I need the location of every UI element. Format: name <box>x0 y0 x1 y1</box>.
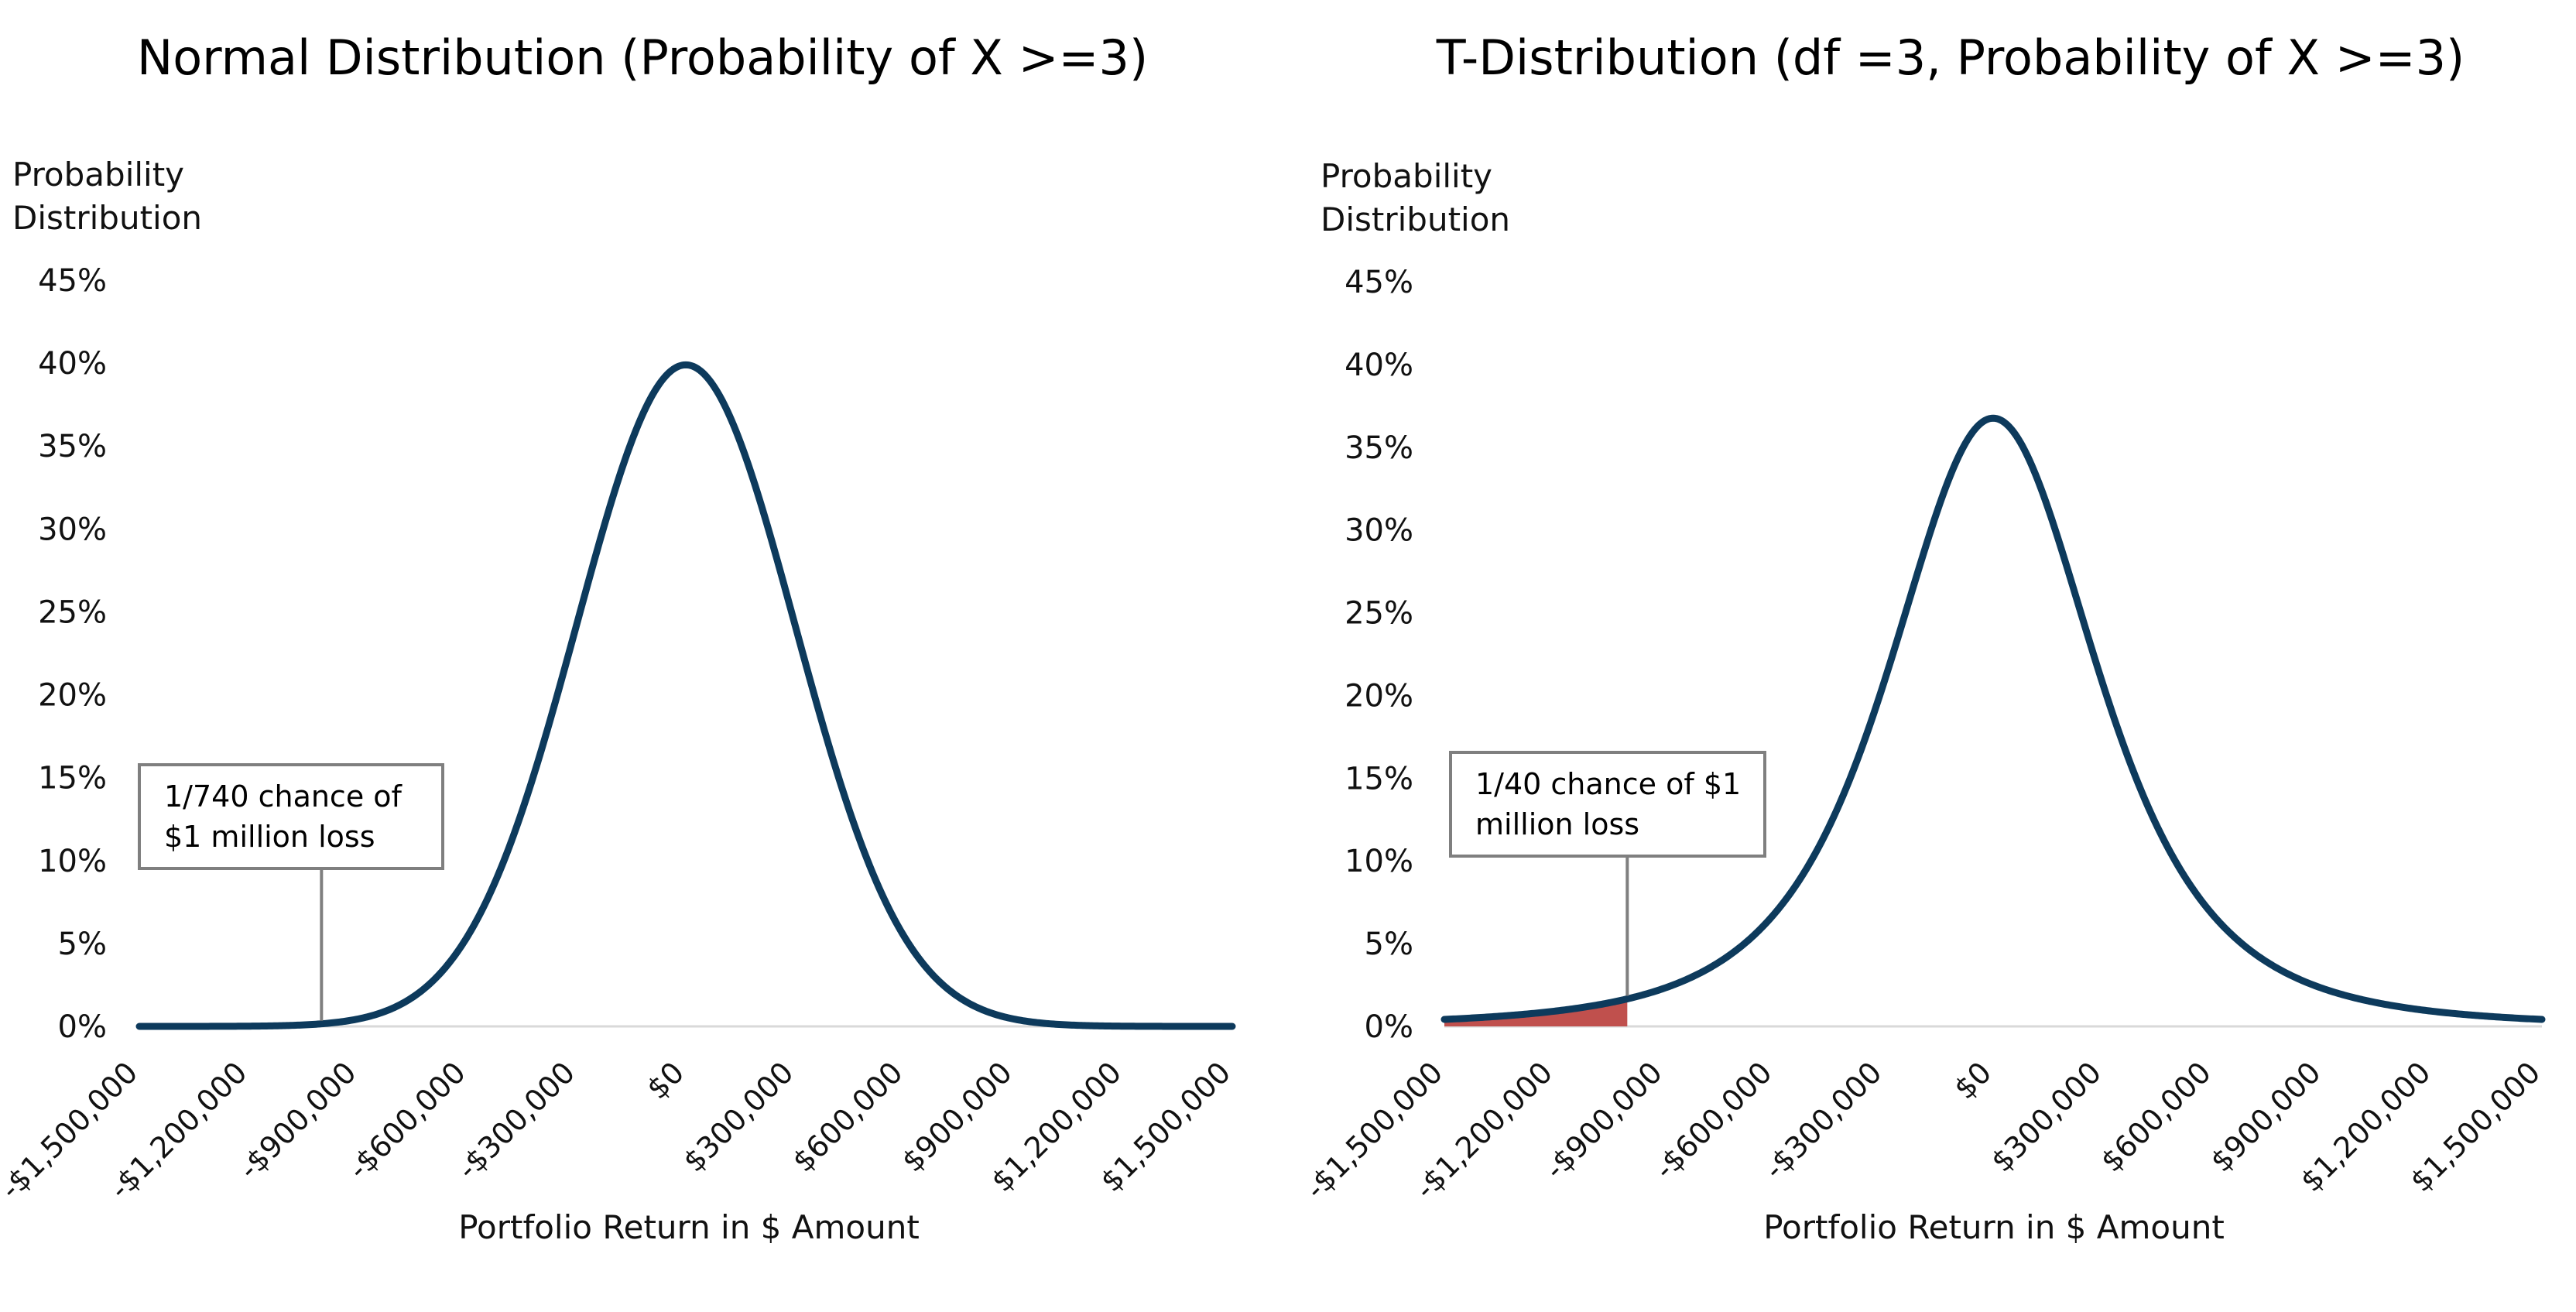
y-tick-label: 0% <box>1365 1009 1413 1045</box>
y-axis-label-line-2: Distribution <box>1321 200 1510 238</box>
y-tick-label: 15% <box>1345 761 1413 796</box>
x-tick-labels: -$1,500,000-$1,200,000-$900,000-$600,000… <box>0 1055 1237 1206</box>
y-tick-label: 0% <box>58 1009 107 1045</box>
y-tick-label: 20% <box>1345 678 1413 714</box>
chart-title: T-Distribution (df =3, Probability of X … <box>1436 29 2465 86</box>
y-tick-label: 30% <box>1345 513 1413 549</box>
x-tick-labels: -$1,500,000-$1,200,000-$900,000-$600,000… <box>1299 1055 2547 1206</box>
x-tick-label: $0 <box>1947 1055 1998 1105</box>
x-axis-label: Portfolio Return in $ Amount <box>458 1208 920 1246</box>
y-tick-label: 35% <box>38 429 107 464</box>
y-tick-labels: 0% 5% 10% 15% 20% 25% 30% 35% 40% 45% <box>38 263 107 1045</box>
annotation-text-line-2: $1 million loss <box>164 820 375 854</box>
x-tick-label: -$900,000 <box>232 1055 363 1186</box>
y-axis-label-line-1: Probability <box>1321 157 1492 195</box>
y-tick-label: 30% <box>38 512 107 547</box>
chart-title: Normal Distribution (Probability of X >=… <box>137 29 1148 86</box>
y-tick-label: 25% <box>38 594 107 630</box>
chart-normal: Normal Distribution (Probability of X >=… <box>0 29 1237 1246</box>
x-tick-label: $300,000 <box>1985 1055 2108 1178</box>
annotation-text-line-2: million loss <box>1475 807 1639 841</box>
y-axis-label-line-1: Probability <box>12 156 184 194</box>
y-tick-label: 5% <box>1365 927 1413 962</box>
x-tick-label: $600,000 <box>786 1055 909 1178</box>
y-tick-label: 10% <box>1345 844 1413 879</box>
annotation-text-line-1: 1/40 chance of $1 <box>1475 767 1741 801</box>
x-tick-label: -$600,000 <box>1648 1055 1779 1186</box>
t-distribution-curve <box>1440 414 2546 1023</box>
y-tick-label: 35% <box>1345 430 1413 466</box>
x-tick-label: $0 <box>640 1055 690 1105</box>
y-tick-labels: 0% 5% 10% 15% 20% 25% 30% 35% 40% 45% <box>1345 265 1413 1045</box>
annotation-box <box>1449 751 1766 858</box>
normal-distribution-curve <box>135 361 1236 1030</box>
x-tick-label: -$600,000 <box>341 1055 472 1186</box>
y-tick-label: 45% <box>1345 265 1413 300</box>
annotation-text-line-1: 1/740 chance of <box>164 779 403 814</box>
y-tick-label: 10% <box>38 844 107 879</box>
annotation-callout: 1/40 chance of $1 million loss <box>1449 751 1766 996</box>
y-tick-label: 5% <box>58 927 107 962</box>
annotation-callout: 1/740 chance of $1 million loss <box>138 763 444 1021</box>
y-tick-label: 20% <box>38 678 107 714</box>
x-tick-label: $600,000 <box>2095 1055 2218 1178</box>
y-axis-label-line-2: Distribution <box>12 199 202 237</box>
y-tick-label: 25% <box>1345 596 1413 632</box>
x-tick-label: -$300,000 <box>1758 1055 1889 1186</box>
y-tick-label: 40% <box>38 346 107 382</box>
x-tick-label: -$900,000 <box>1538 1055 1669 1186</box>
chart-t-distribution: T-Distribution (df =3, Probability of X … <box>1299 29 2547 1246</box>
y-tick-label: 40% <box>1345 348 1413 383</box>
x-axis-label: Portfolio Return in $ Amount <box>1763 1208 2225 1246</box>
y-tick-label: 45% <box>38 263 107 299</box>
x-tick-label: -$300,000 <box>450 1055 581 1186</box>
annotation-box <box>138 763 444 870</box>
x-tick-label: $300,000 <box>677 1055 800 1178</box>
y-tick-label: 15% <box>38 761 107 796</box>
